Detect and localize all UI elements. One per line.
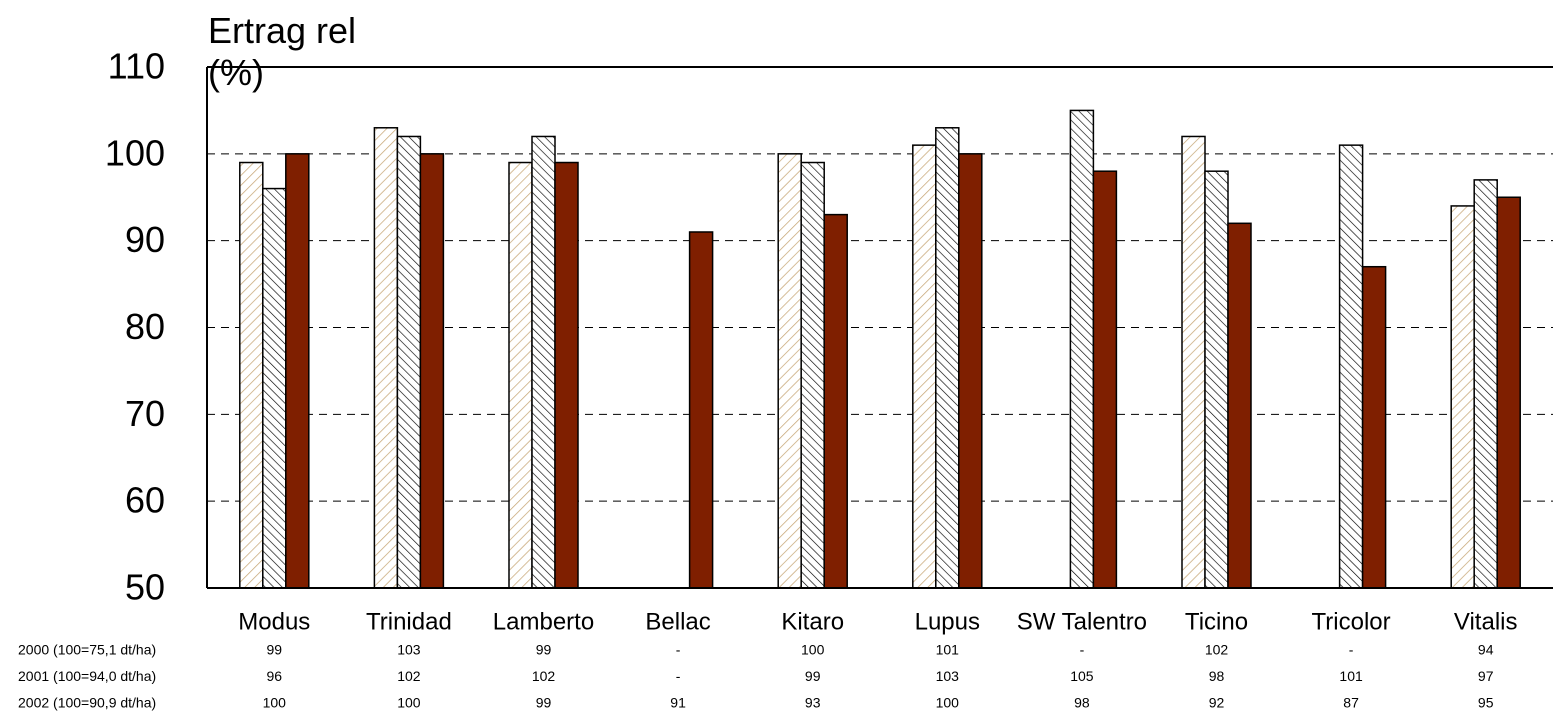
- table-cell: 97: [1478, 668, 1494, 684]
- y-tick-label: 100: [105, 132, 165, 173]
- table-cell: 100: [936, 695, 960, 711]
- table-cell: 99: [805, 668, 821, 684]
- x-tick-label: Modus: [238, 608, 310, 635]
- bar: [823, 213, 848, 589]
- y-tick-label: 70: [125, 393, 165, 434]
- table-cell: 87: [1343, 695, 1359, 711]
- table-cell: 101: [1339, 668, 1363, 684]
- y-tick-label: 60: [125, 480, 165, 521]
- bar: [1092, 170, 1118, 589]
- bar: [262, 187, 287, 589]
- table-cell: 99: [536, 695, 552, 711]
- table-cell: 99: [267, 642, 283, 658]
- y-tick-label: 50: [125, 567, 165, 608]
- bar: [1473, 179, 1498, 589]
- bar: [531, 135, 556, 589]
- x-tick-label: Ticino: [1185, 608, 1248, 635]
- table-cell: -: [1080, 642, 1085, 658]
- x-tick-label: Vitalis: [1454, 608, 1518, 635]
- bar: [688, 231, 714, 589]
- bar: [935, 127, 960, 589]
- table-cell: 102: [1205, 642, 1229, 658]
- table-cell: 91: [670, 695, 686, 711]
- bar: [239, 161, 264, 589]
- table-cell: 92: [1209, 695, 1225, 711]
- x-tick-label: Trinidad: [366, 608, 452, 635]
- table-cell: 96: [267, 668, 283, 684]
- table-cell: 100: [263, 695, 287, 711]
- x-tick-label: Bellac: [645, 608, 710, 635]
- bar: [1496, 196, 1521, 589]
- y-tick-label: 80: [125, 306, 165, 347]
- bar: [1227, 222, 1252, 589]
- bar: [285, 153, 310, 589]
- y-tick-label: 90: [125, 219, 165, 260]
- bar: [1450, 205, 1475, 589]
- bar: [419, 153, 445, 589]
- table-cell: -: [676, 668, 681, 684]
- bar: [1069, 109, 1095, 589]
- table-cell: 93: [805, 695, 821, 711]
- bar: [912, 144, 937, 589]
- table-row-label: 2002 (100=90,9 dt/ha): [18, 695, 156, 711]
- x-tick-label: Tricolor: [1312, 608, 1391, 635]
- table-cell: 105: [1070, 668, 1094, 684]
- x-tick-label: Lamberto: [493, 608, 594, 635]
- table-cell: 103: [397, 642, 421, 658]
- bar: [508, 161, 533, 589]
- bar: [800, 161, 825, 589]
- table-cell: 103: [936, 668, 960, 684]
- bar: [1204, 170, 1229, 589]
- x-tick-label: SW Talentro: [1017, 608, 1147, 635]
- bar: [373, 127, 399, 589]
- table-cell: -: [676, 642, 681, 658]
- table-row-label: 2000 (100=75,1 dt/ha): [18, 642, 156, 658]
- bar: [554, 161, 579, 589]
- chart-title: Ertrag rel (%): [208, 10, 357, 93]
- bar: [396, 135, 422, 589]
- table-cell: 100: [397, 695, 421, 711]
- table-cell: 99: [536, 642, 552, 658]
- table-cell: 95: [1478, 695, 1494, 711]
- bar: [958, 153, 983, 589]
- table-cell: -: [1349, 642, 1354, 658]
- table-cell: 100: [801, 642, 825, 658]
- bar: [1338, 144, 1364, 589]
- y-tick-label: 110: [108, 46, 165, 87]
- x-tick-label: Kitaro: [781, 608, 844, 635]
- bar: [777, 153, 802, 589]
- table-cell: 98: [1074, 695, 1090, 711]
- table-cell: 98: [1209, 668, 1225, 684]
- table-cell: 101: [936, 642, 960, 658]
- table-cell: 102: [397, 668, 421, 684]
- table-cell: 94: [1478, 642, 1494, 658]
- table-cell: 102: [532, 668, 556, 684]
- bar: [1181, 135, 1206, 589]
- table-row-label: 2001 (100=94,0 dt/ha): [18, 668, 156, 684]
- x-tick-label: Lupus: [915, 608, 980, 635]
- bar: [1361, 265, 1387, 589]
